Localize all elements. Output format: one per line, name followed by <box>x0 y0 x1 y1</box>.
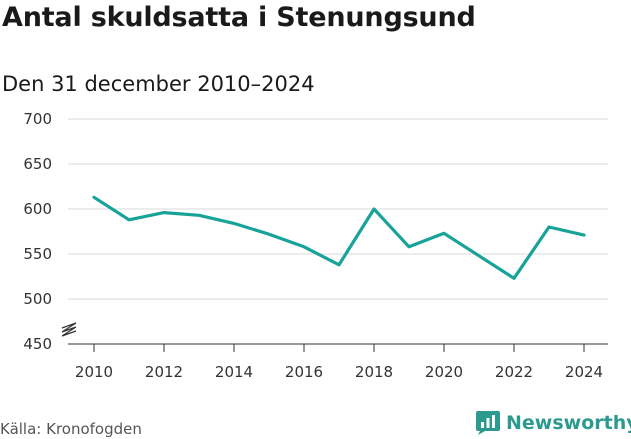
source-note: Källa: Kronofogden <box>0 420 142 438</box>
y-tick-label-700: 700 <box>23 110 52 128</box>
x-tick-label-2016: 2016 <box>285 363 323 381</box>
axes: 450 500 550 600 650 700 2010 2012 2014 2016 2018 20… <box>23 110 608 381</box>
y-tick-label-450: 450 <box>23 335 52 353</box>
gridlines <box>68 118 608 300</box>
x-tick-label-2020: 2020 <box>425 363 463 381</box>
y-tick-label-500: 500 <box>23 290 52 308</box>
brand-logo: Newsworthy <box>476 409 631 437</box>
y-tick-label-550: 550 <box>23 245 52 263</box>
series <box>92 195 586 280</box>
newsworthy-chart-icon <box>476 411 500 435</box>
y-tick-label-650: 650 <box>23 155 52 173</box>
chart-subtitle: Den 31 december 2010–2024 <box>2 72 315 96</box>
x-tick-label-2012: 2012 <box>145 363 183 381</box>
chart-title: Antal skuldsatta i Stenungsund <box>2 2 476 33</box>
axis-break-icon <box>61 322 77 337</box>
x-tick-label-2024: 2024 <box>565 363 603 381</box>
brand-name: Newsworthy <box>506 412 631 434</box>
x-tick-label-2018: 2018 <box>355 363 393 381</box>
x-tick-label-2014: 2014 <box>215 363 253 381</box>
x-tick-label-2010: 2010 <box>75 363 113 381</box>
x-tick-label-2022: 2022 <box>495 363 533 381</box>
y-tick-label-600: 600 <box>23 200 52 218</box>
series-line-0 <box>92 195 586 280</box>
